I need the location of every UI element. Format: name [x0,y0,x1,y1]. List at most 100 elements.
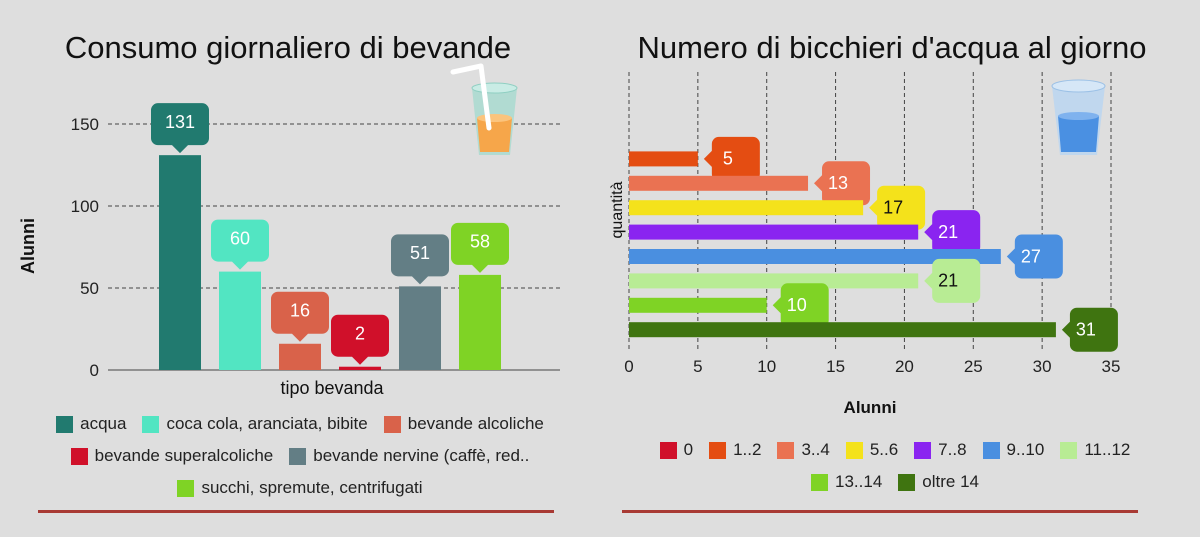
data-label-callout [331,314,389,365]
water-glasses-chart: Numero di bicchieri d'acqua al giorno 0 5 1… [609,30,1147,417]
data-label-callout [772,283,829,328]
juice-glass-icon [450,63,518,155]
legend-item: bevande nervine (caffè, red.. [289,446,529,466]
legend-item: acqua [56,414,126,434]
x-tick-label: 5 [693,357,702,376]
y-axis-label: quantità [609,181,626,238]
legend-swatch [289,447,307,465]
x-axis-label: tipo bevanda [280,378,384,398]
bar [629,224,919,240]
x-tick-label: 20 [895,357,914,376]
x-tick-label: 15 [826,357,845,376]
x-tick-label: 25 [964,357,983,376]
bar [459,274,501,370]
data-label-callout [924,210,981,255]
x-axis-label: Alunni [844,398,897,417]
legend-swatch [811,473,829,491]
data-label: 60 [230,228,250,248]
bar [219,271,261,370]
data-label-callout [391,234,449,285]
data-label: 31 [1076,319,1096,339]
data-label: 131 [165,112,195,132]
x-tick-label: 10 [757,357,776,376]
data-label: 2 [355,323,365,343]
legend-item: 13..14 [811,472,882,492]
bar [629,151,698,167]
legend-item: 9..10 [982,440,1045,460]
bar [629,322,1056,338]
chart-title: Consumo giornaliero di bevande [65,30,511,65]
bar [629,273,919,289]
legend-swatch [383,415,401,433]
data-label: 17 [883,197,903,217]
data-label: 27 [1021,246,1041,266]
data-label: 21 [938,271,958,291]
legend-item: 1..2 [709,440,761,460]
legend-label: 3..4 [801,440,830,459]
legend-swatch [659,441,677,459]
bar [159,155,201,370]
left-divider-rule [38,510,554,513]
legend-swatch [56,415,74,433]
legend-swatch [982,441,1000,459]
bar [339,366,381,370]
legend-item: 5..6 [845,440,898,460]
legend-swatch [709,441,727,459]
data-label: 5 [723,149,733,169]
legend-label: bevande alcoliche [407,414,544,433]
data-label: 51 [410,243,430,263]
legend-item: coca cola, aranciata, bibite [142,414,368,434]
data-label: 10 [787,295,807,315]
legend-label: coca cola, aranciata, bibite [166,414,368,433]
legend-item: 11..12 [1060,440,1130,460]
data-label: 16 [290,301,310,321]
legend-swatch [177,479,195,497]
legend-swatch [914,441,932,459]
legend-label: 9..10 [1006,440,1045,459]
legend-label: 0 [683,440,694,459]
legend-label: oltre 14 [922,472,979,491]
chart-title: Numero di bicchieri d'acqua al giorno [637,30,1146,65]
legend-item: oltre 14 [898,472,979,492]
legend-label: bevande superalcoliche [94,446,274,465]
data-label: 13 [828,173,848,193]
legend-label: 13..14 [835,472,883,491]
legend-item: succhi, spremute, centrifugati [177,478,423,498]
legend-label: bevande nervine (caffè, red.. [313,446,530,465]
legend-swatch [142,415,160,433]
legend-label: 7..8 [938,440,967,459]
data-label-callout [151,103,209,154]
data-label: 58 [470,232,490,252]
data-label-callout [869,185,926,230]
bar [629,175,809,191]
legend-item: bevande superalcoliche [70,446,274,466]
bar [629,200,864,216]
data-label-callout [211,219,269,270]
y-tick-label: 150 [71,115,99,134]
data-label: 21 [938,222,958,242]
bar [399,286,441,370]
data-label-callout [271,291,329,342]
beverage-legend: acqua coca cola, aranciata, bibite bevande… [20,414,580,510]
y-tick-label: 50 [80,279,99,298]
legend-item: 7..8 [914,440,967,460]
legend-swatch [898,473,916,491]
data-label-callout [924,258,981,303]
bar [279,343,321,370]
y-tick-label: 100 [71,197,99,216]
y-tick-label: 0 [90,361,99,380]
right-divider-rule [622,510,1138,513]
legend-item: 3..4 [777,440,830,460]
x-tick-label: 35 [1102,357,1121,376]
data-label-callout [1006,234,1063,279]
legend-label: 1..2 [733,440,762,459]
legend-item: 0 [659,440,694,460]
legend-item: bevande alcoliche [383,414,544,434]
data-label-callout [451,222,509,273]
legend-label: succhi, spremute, centrifugati [201,478,423,497]
legend-swatch [845,441,863,459]
legend-swatch [70,447,88,465]
bar [629,249,1001,264]
legend-swatch [777,441,795,459]
data-label-callout [703,136,760,181]
